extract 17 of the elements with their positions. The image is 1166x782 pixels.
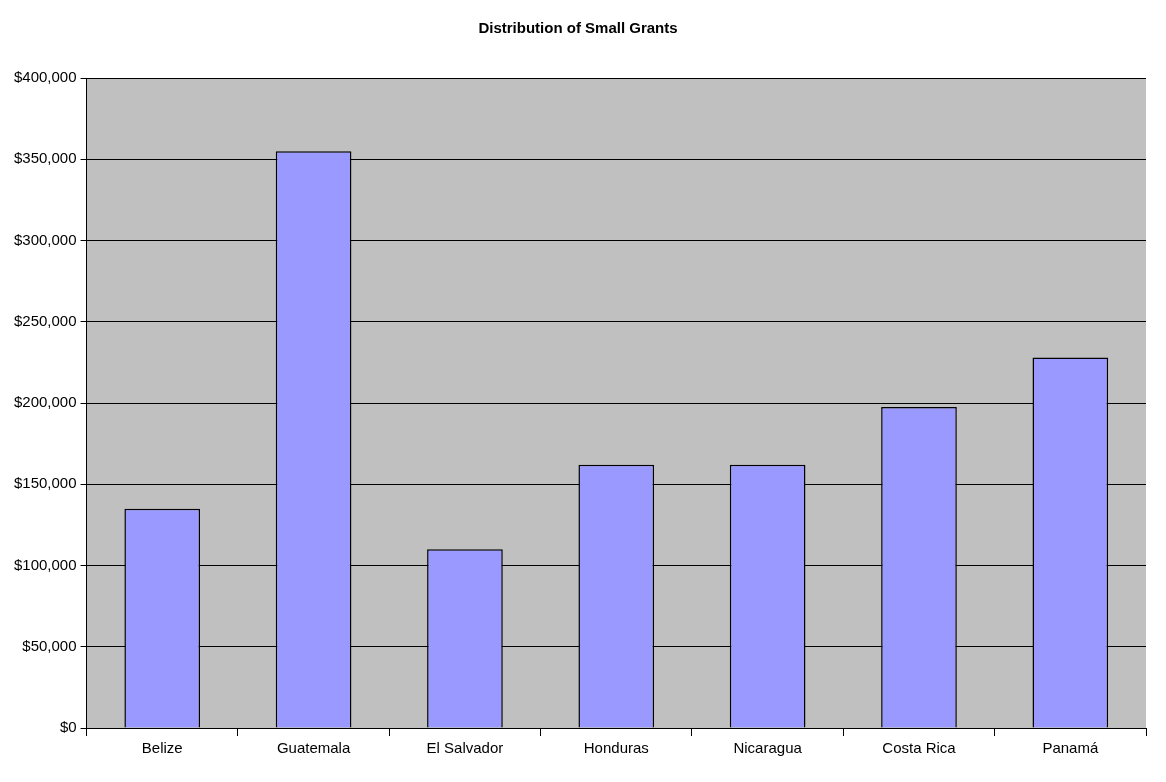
x-tick-label: Panamá [1042, 739, 1099, 757]
y-tick-label: $150,000 [13, 474, 77, 492]
y-tick-label: $100,000 [13, 555, 77, 573]
chart-title: Distribution of Small Grants [478, 19, 678, 37]
x-tick-label: Honduras [583, 739, 649, 757]
y-tick-label: $50,000 [22, 636, 77, 654]
y-tick-label: $250,000 [13, 311, 77, 329]
x-tick-label: Belize [141, 739, 183, 757]
y-tick-label: $300,000 [13, 230, 77, 248]
y-tick-label: $0 [59, 718, 77, 736]
y-tick-label: $350,000 [13, 149, 77, 167]
x-tick-label: Nicaragua [733, 739, 803, 757]
y-tick-label: $200,000 [13, 393, 77, 411]
x-tick-label: Costa Rica [882, 739, 957, 757]
x-tick-label: El Salvador [426, 739, 504, 757]
x-tick-label: Guatemala [276, 739, 351, 757]
y-tick-label: $400,000 [13, 68, 77, 86]
